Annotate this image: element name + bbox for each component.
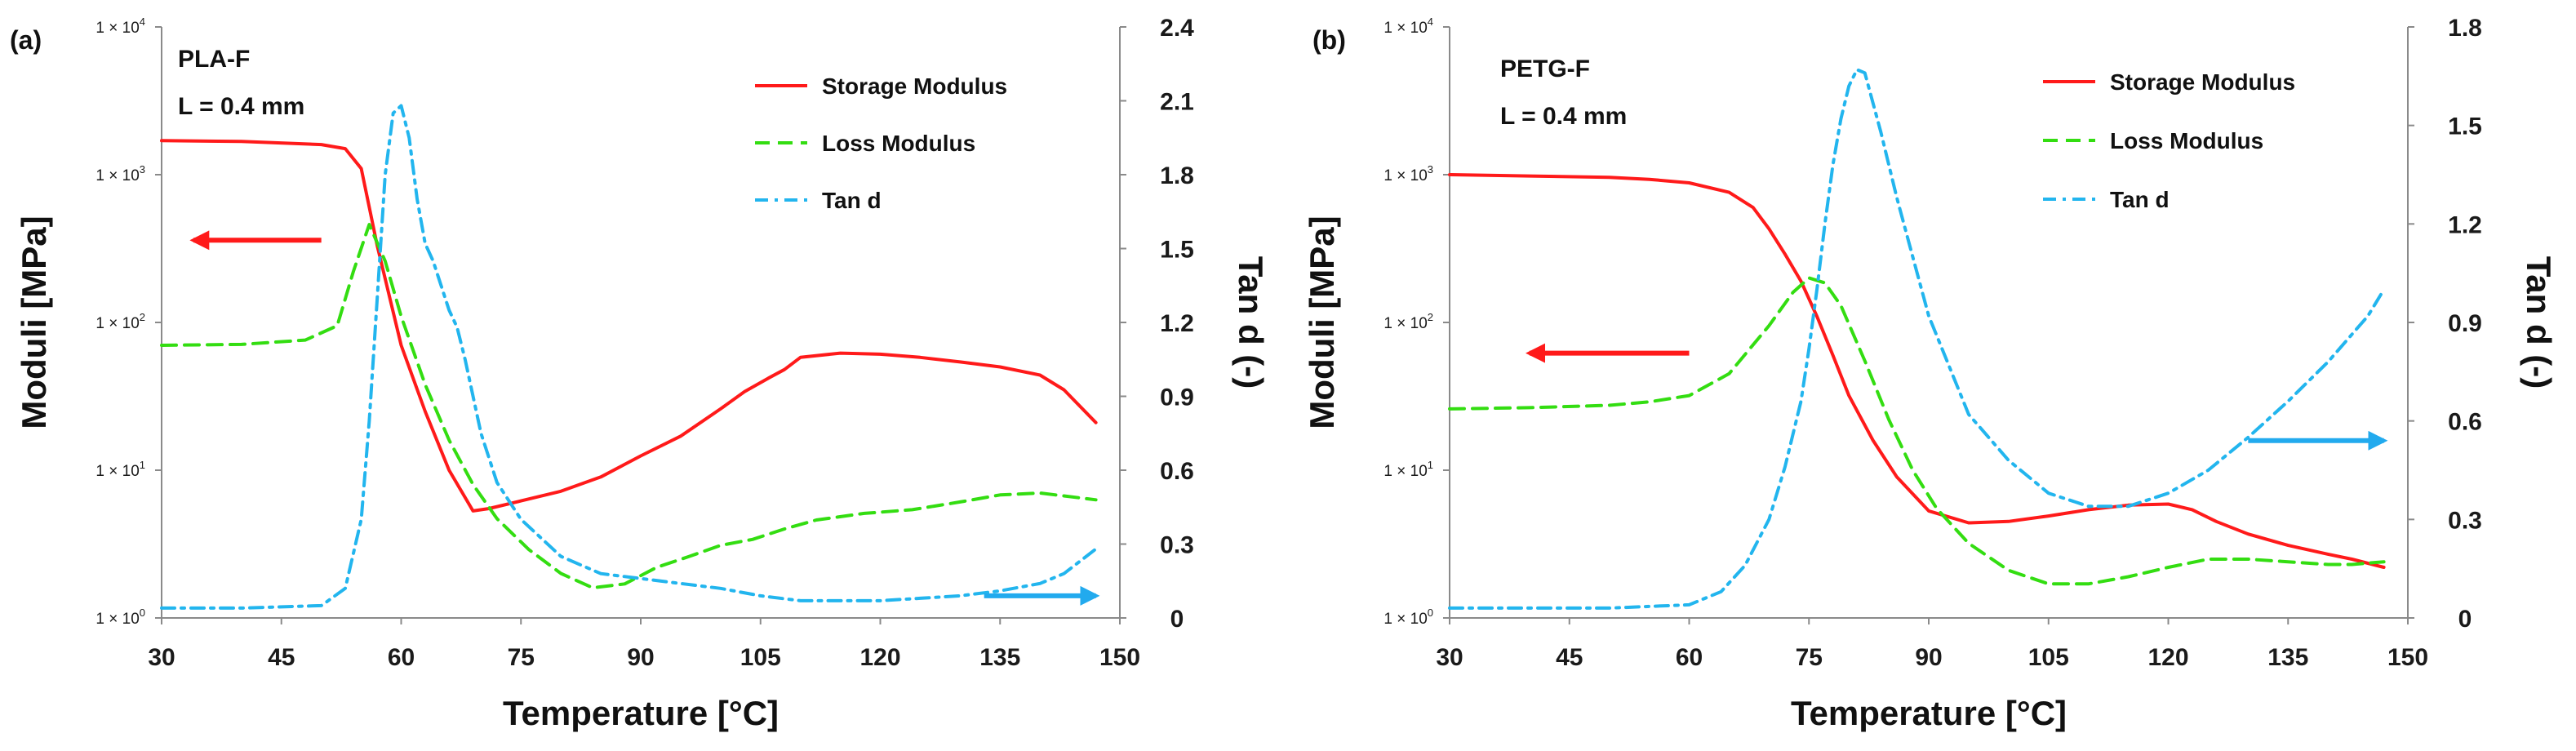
y2-tick-label: 0.9 (1160, 384, 1194, 411)
y2-tick-label: 0.9 (2448, 310, 2482, 337)
y-tick-label: 1 × 101 (95, 459, 145, 480)
panel-label: (a) (10, 25, 42, 55)
x-tick-label: 30 (148, 644, 175, 671)
y-tick-mantissa: 1 × 10 (95, 463, 139, 480)
y-tick-label: 1 × 101 (1383, 459, 1433, 480)
y2-tick-label: 0 (1170, 606, 1184, 633)
layer-height-label: L = 0.4 mm (1500, 103, 1627, 130)
y2-tick-label: 0.6 (2448, 409, 2482, 436)
x-tick-label: 60 (1676, 644, 1703, 671)
y-axis-label: Moduli [MPa] (1303, 216, 1341, 429)
y2-tick-label: 1.8 (1160, 162, 1194, 189)
x-tick-label: 45 (1556, 644, 1583, 671)
layer-height-label: L = 0.4 mm (178, 93, 304, 120)
x-tick-label: 135 (2267, 644, 2308, 671)
x-tick-label: 75 (1796, 644, 1823, 671)
y2-tick-label: 1.8 (2448, 15, 2482, 42)
y-tick-label: 1 × 100 (95, 607, 145, 628)
y2-tick-label: 1.5 (1160, 237, 1194, 264)
x-axis-label: Temperature [°C] (1791, 694, 2067, 732)
loss-modulus-line (1448, 276, 2386, 586)
y2-tick-label: 2.4 (1160, 15, 1194, 42)
x-tick-label: 120 (859, 644, 900, 671)
y-tick-label: 1 × 104 (1383, 16, 1433, 37)
y-tick-exponent: 3 (140, 163, 145, 176)
y2-axis-label: Tan d (-) (1232, 256, 1270, 389)
x-tick-label: 75 (508, 644, 535, 671)
y-tick-label: 1 × 100 (1383, 607, 1433, 628)
y-tick-mantissa: 1 × 10 (1383, 20, 1427, 37)
y2-tick-label: 1.2 (1160, 310, 1194, 337)
y-tick-mantissa: 1 × 10 (1383, 167, 1427, 184)
y2-tick-label: 0.3 (1160, 532, 1194, 559)
y-tick-exponent: 4 (140, 16, 145, 28)
y2-tick-label: 0.6 (1160, 458, 1194, 485)
tan-d-line (160, 104, 1098, 610)
y-tick-mantissa: 1 × 10 (1383, 463, 1427, 480)
loss-modulus-line (160, 223, 1098, 590)
legend-label: Loss Modulus (822, 131, 975, 156)
y-tick-mantissa: 1 × 10 (95, 611, 139, 628)
x-tick-label: 30 (1436, 644, 1463, 671)
y-tick-mantissa: 1 × 10 (1383, 611, 1427, 628)
material-label: PETG-F (1500, 56, 1590, 82)
legend-label: Storage Modulus (822, 73, 1007, 99)
y2-tick-label: 1.5 (2448, 113, 2482, 140)
y-tick-exponent: 0 (140, 607, 145, 619)
y-tick-exponent: 2 (1428, 311, 1433, 323)
x-tick-label: 105 (2028, 644, 2069, 671)
x-tick-label: 105 (740, 644, 781, 671)
legend-label: Loss Modulus (2110, 128, 2263, 153)
x-tick-label: 150 (2387, 644, 2428, 671)
y-tick-label: 1 × 104 (95, 16, 145, 37)
x-tick-label: 90 (1915, 644, 1942, 671)
legend-label: Storage Modulus (2110, 69, 2295, 95)
x-tick-label: 45 (268, 644, 295, 671)
x-tick-label: 120 (2147, 644, 2188, 671)
y-tick-mantissa: 1 × 10 (95, 167, 139, 184)
y-tick-exponent: 2 (140, 311, 145, 323)
legend-label: Tan d (822, 188, 882, 213)
y-tick-label: 1 × 102 (95, 311, 145, 332)
y2-tick-label: 1.2 (2448, 211, 2482, 238)
x-tick-label: 60 (388, 644, 415, 671)
y2-tick-label: 2.1 (1160, 89, 1194, 116)
x-tick-label: 90 (627, 644, 654, 671)
y-tick-mantissa: 1 × 10 (95, 20, 139, 37)
x-tick-label: 150 (1099, 644, 1140, 671)
storage-modulus-line (1448, 173, 2386, 569)
storage-modulus-line (160, 139, 1098, 513)
y-tick-exponent: 3 (1428, 163, 1433, 176)
x-axis-label: Temperature [°C] (503, 694, 779, 732)
y-tick-label: 1 × 103 (95, 163, 145, 184)
y2-tick-label: 0 (2458, 606, 2472, 633)
y-tick-mantissa: 1 × 10 (95, 315, 139, 332)
panel-label: (b) (1312, 25, 1346, 55)
y-axis-label: Moduli [MPa] (15, 216, 53, 429)
y-tick-exponent: 1 (140, 459, 145, 471)
material-label: PLA-F (178, 46, 250, 73)
y-tick-label: 1 × 102 (1383, 311, 1433, 332)
y2-axis-label: Tan d (-) (2520, 256, 2558, 389)
x-tick-label: 135 (979, 644, 1020, 671)
y-tick-exponent: 0 (1428, 607, 1433, 619)
legend-label: Tan d (2110, 187, 2170, 212)
y-tick-label: 1 × 103 (1383, 163, 1433, 184)
tan-d-line (1448, 68, 2386, 610)
y-tick-exponent: 4 (1428, 16, 1433, 28)
y-tick-mantissa: 1 × 10 (1383, 315, 1427, 332)
y-tick-exponent: 1 (1428, 459, 1433, 471)
y2-tick-label: 0.3 (2448, 507, 2482, 534)
